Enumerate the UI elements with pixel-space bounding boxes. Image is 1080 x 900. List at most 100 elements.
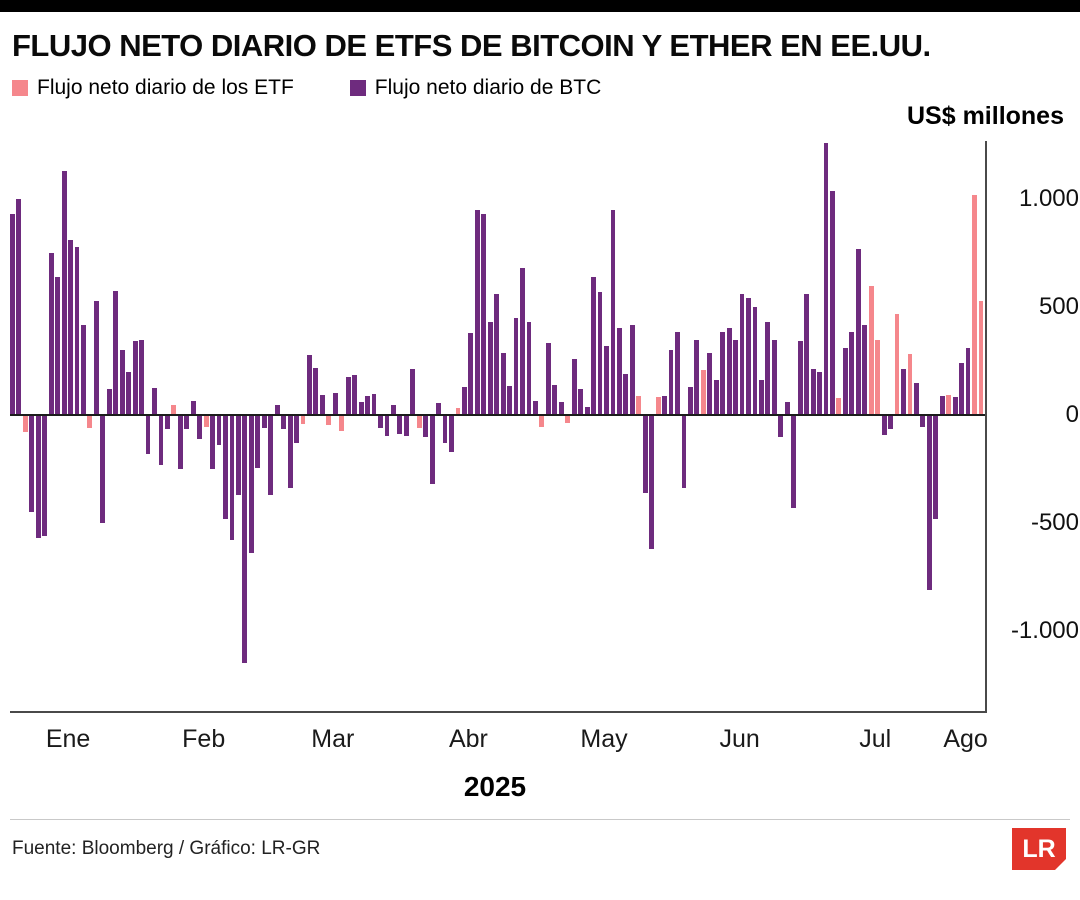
etf-bar bbox=[972, 194, 977, 416]
btc-bar bbox=[139, 339, 144, 416]
btc-bar bbox=[100, 415, 106, 524]
btc-bar bbox=[235, 415, 241, 496]
source-credit: Fuente: Bloomberg / Gráfico: LR-GR bbox=[12, 838, 321, 859]
btc-bar bbox=[106, 389, 112, 416]
btc-bar bbox=[423, 415, 429, 437]
btc-bar bbox=[959, 363, 965, 416]
btc-bar bbox=[384, 415, 390, 436]
etf-bar bbox=[875, 339, 881, 416]
lr-logo: LR bbox=[1012, 828, 1066, 870]
btc-bar bbox=[746, 297, 751, 416]
btc-bar bbox=[248, 415, 254, 554]
y-axis-line bbox=[985, 141, 987, 713]
btc-bar bbox=[352, 375, 358, 416]
btc-bar bbox=[436, 403, 442, 416]
btc-bar bbox=[210, 415, 216, 470]
btc-bar bbox=[862, 324, 868, 416]
legend-item-btc: Flujo neto diario de BTC bbox=[349, 76, 602, 100]
etf-bar bbox=[539, 415, 545, 428]
btc-bar bbox=[190, 401, 196, 416]
btc-bar bbox=[616, 327, 622, 416]
btc-bar bbox=[158, 415, 164, 465]
btc-bar bbox=[152, 388, 157, 416]
y-tick-label: 500 bbox=[1038, 293, 1079, 321]
btc-bar bbox=[830, 190, 835, 416]
btc-bar bbox=[675, 332, 680, 416]
top-black-bar bbox=[0, 0, 1080, 12]
btc-bar bbox=[294, 415, 299, 444]
page-title: FLUJO NETO DIARIO DE ETFS DE BITCOIN Y E… bbox=[12, 28, 931, 63]
btc-bar bbox=[694, 339, 700, 416]
btc-bar bbox=[713, 379, 719, 416]
btc-bar bbox=[881, 415, 887, 435]
btc-bar bbox=[132, 340, 138, 416]
etf-bar bbox=[700, 369, 706, 416]
btc-bar bbox=[403, 415, 409, 436]
btc-bar bbox=[332, 392, 338, 416]
y-tick-label: 1.000 bbox=[1018, 185, 1079, 213]
btc-bar bbox=[797, 340, 803, 416]
btc-bar bbox=[687, 387, 693, 416]
btc-bar bbox=[545, 342, 551, 416]
btc-bar bbox=[274, 405, 280, 416]
btc-bar bbox=[74, 246, 80, 416]
btc-legend-swatch-icon bbox=[349, 80, 366, 96]
legend-label-etf: Flujo neto diario de los ETF bbox=[37, 76, 294, 99]
y-tick-label: 0 bbox=[1065, 401, 1079, 429]
btc-bar bbox=[804, 294, 810, 416]
btc-bar bbox=[255, 415, 261, 469]
btc-bar bbox=[913, 382, 919, 416]
btc-bar bbox=[268, 415, 274, 496]
btc-bar bbox=[610, 210, 616, 416]
etf-bar bbox=[300, 415, 306, 424]
btc-bar bbox=[468, 333, 474, 416]
btc-bar bbox=[197, 415, 203, 439]
btc-bar bbox=[145, 415, 151, 455]
btc-bar bbox=[481, 214, 487, 416]
x-axis-year-label: 2025 bbox=[463, 771, 527, 802]
btc-bar bbox=[113, 291, 119, 416]
btc-bar bbox=[390, 405, 396, 416]
btc-bar bbox=[184, 415, 190, 430]
etf-bar bbox=[203, 415, 209, 428]
btc-bar bbox=[487, 322, 493, 416]
btc-bar bbox=[642, 415, 648, 493]
btc-bar bbox=[791, 415, 797, 509]
etf-bar bbox=[22, 415, 28, 433]
etf-bar bbox=[907, 353, 913, 416]
btc-bar bbox=[307, 354, 312, 416]
btc-bar bbox=[474, 210, 480, 416]
btc-bar bbox=[223, 415, 228, 519]
etf-bar bbox=[946, 394, 952, 416]
etf-bar bbox=[171, 405, 177, 416]
footer: Fuente: Bloomberg / Gráfico: LR-GR LR bbox=[10, 819, 1070, 870]
btc-bar bbox=[591, 277, 596, 416]
btc-bar bbox=[371, 393, 377, 416]
btc-bar bbox=[81, 324, 86, 416]
x-tick-label: Mar bbox=[311, 725, 355, 753]
etf-bar bbox=[326, 415, 332, 425]
btc-bar bbox=[926, 415, 932, 591]
btc-bar bbox=[597, 292, 603, 416]
btc-bar bbox=[933, 415, 939, 519]
legend-label-btc: Flujo neto diario de BTC bbox=[374, 76, 602, 99]
btc-bar bbox=[216, 415, 222, 446]
btc-bar bbox=[571, 359, 577, 416]
btc-bar bbox=[920, 415, 926, 428]
btc-bar bbox=[939, 395, 945, 416]
x-tick-label: May bbox=[580, 725, 628, 753]
btc-bar bbox=[629, 324, 635, 416]
btc-bar bbox=[397, 415, 403, 434]
btc-bar bbox=[765, 322, 771, 416]
btc-bar bbox=[42, 415, 48, 537]
btc-bar bbox=[281, 415, 287, 430]
btc-bar bbox=[823, 143, 829, 416]
btc-bar bbox=[733, 339, 739, 416]
bar-chart: 1.000 500 0 -500 -1.000 Ene Feb Mar Abr May Jun Ju… bbox=[10, 141, 1080, 763]
etf-bar bbox=[978, 300, 984, 416]
zero-baseline bbox=[10, 414, 985, 417]
y-axis-units-label: US$ millones bbox=[907, 102, 1064, 130]
btc-bar bbox=[759, 379, 764, 416]
btc-bar bbox=[623, 374, 629, 416]
btc-bar bbox=[584, 406, 590, 416]
